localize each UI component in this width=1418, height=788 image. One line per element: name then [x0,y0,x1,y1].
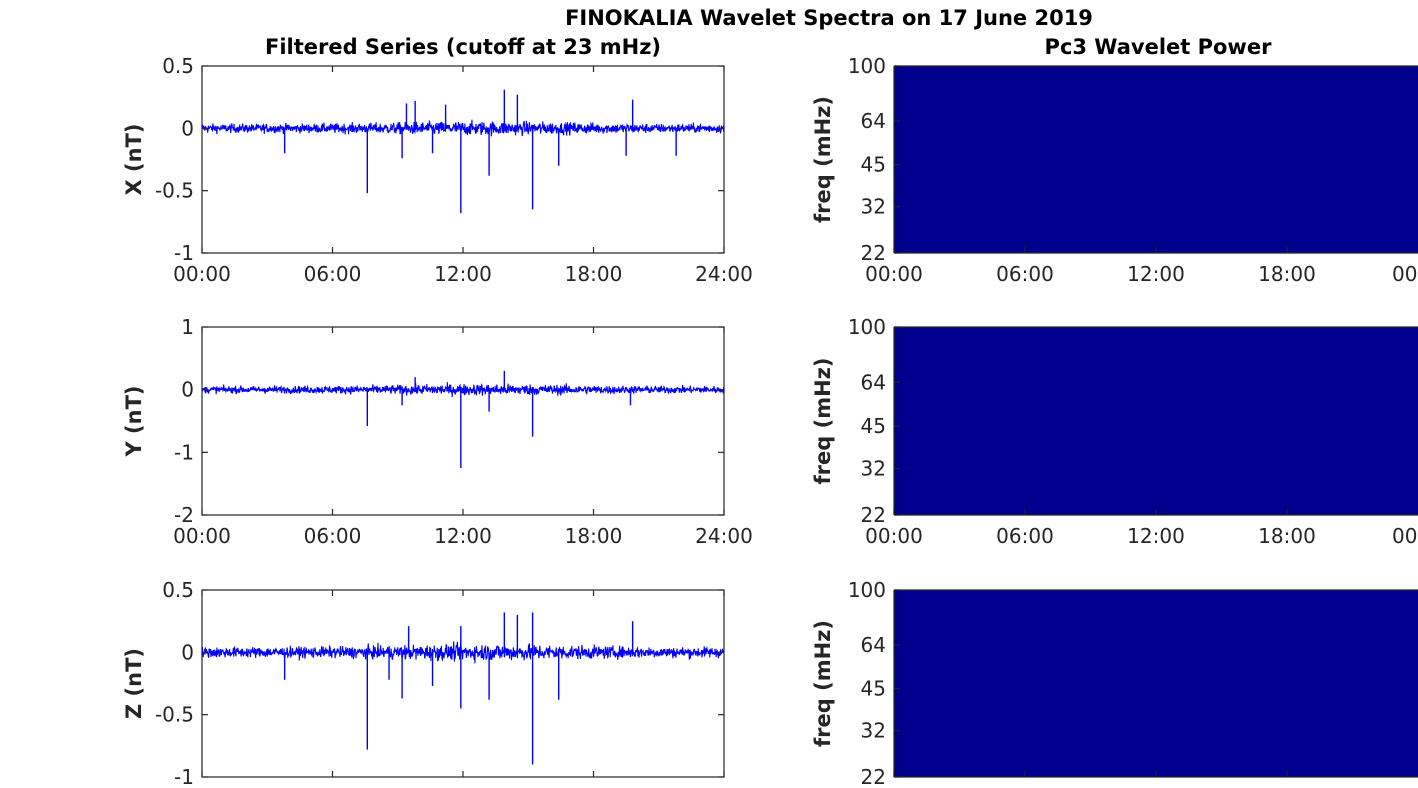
y-tick-label: 64 [861,633,886,657]
wavelet-power-map [894,590,1418,777]
y-tick-label: -0.5 [155,179,194,203]
x-tick-label: 00:00 [173,262,231,286]
series-line-x [201,119,725,137]
y-tick-label: 22 [861,503,886,527]
axes-box [201,589,725,778]
x-tick-label: 24:00 [695,262,753,286]
axes-box [201,326,725,516]
y-tick-label: -1 [174,440,194,464]
y-tick-label: 0 [181,640,194,664]
left-column-title: Filtered Series (cutoff at 23 mHz) [265,35,661,59]
x-tick-label: 06:00 [996,524,1054,548]
x-tick-label: 00:00 [865,262,923,286]
y-tick-label: 22 [861,765,886,788]
x-tick-label: 24:00 [695,524,753,548]
y-tick-label: -1 [174,241,194,265]
y-tick-label: 64 [861,109,886,133]
y-axis-label: Z (nT) [122,648,146,719]
y-axis-label: Y (nT) [122,386,146,458]
x-tick-label: 12:00 [1127,524,1185,548]
y-tick-label: -1 [174,765,194,788]
y-tick-label: 32 [861,719,886,743]
y-tick-label: 1 [181,315,194,339]
y-tick-label: -2 [174,503,194,527]
y-tick-label: 0 [181,116,194,140]
y-tick-label: 100 [848,578,886,602]
axes-box [201,65,725,254]
x-tick-label: 06:00 [304,524,362,548]
y-tick-label: 32 [861,195,886,219]
x-tick-label: 00 [1392,262,1417,286]
y-tick-label: 0.5 [162,54,194,78]
series-line-z [201,641,725,664]
x-tick-label: 00 [1392,524,1417,548]
series-line-y [201,382,725,398]
y-tick-label: 0.5 [162,578,194,602]
y-tick-label: 64 [861,370,886,394]
wavelet-z-panel: 22 32 45 64 100 freq (mHz) [811,578,1418,788]
x-tick-label: 00:00 [865,524,923,548]
x-tick-label: 06:00 [304,262,362,286]
y-tick-label: 100 [848,315,886,339]
wavelet-x-panel: 22 32 45 64 100 00:00 06:00 12:00 18:00 00 freq (m… [811,54,1418,286]
y-tick-label: 32 [861,456,886,480]
y-tick-label: 0 [181,378,194,402]
x-tick-label: 00:00 [173,524,231,548]
y-tick-label: -0.5 [155,703,194,727]
timeseries-x-panel: -1 -0.5 0 0.5 00:00 06:00 12:00 18:00 24:00 X (nT… [122,54,753,286]
right-column-title: Pc3 Wavelet Power [1045,35,1273,59]
figure-title: FINOKALIA Wavelet Spectra on 17 June 201… [565,6,1093,30]
y-tick-label: 45 [861,677,886,701]
x-tick-label: 18:00 [565,262,623,286]
x-tick-label: 12:00 [434,524,492,548]
x-tick-label: 18:00 [565,524,623,548]
y-tick-label: 100 [848,54,886,78]
x-tick-label: 12:00 [434,262,492,286]
y-tick-label: 45 [861,153,886,177]
y-tick-label: 22 [861,241,886,265]
x-tick-label: 18:00 [1258,524,1316,548]
x-tick-label: 12:00 [1127,262,1185,286]
y-axis-label: X (nT) [122,124,146,196]
y-axis-label: freq (mHz) [811,620,835,747]
y-tick-label: 45 [861,414,886,438]
x-tick-label: 18:00 [1258,262,1316,286]
y-axis-label: freq (mHz) [811,358,835,485]
timeseries-y-panel: -2 -1 0 1 00:00 06:00 12:00 18:00 24:00 Y (nT) [122,315,753,548]
x-tick-label: 06:00 [996,262,1054,286]
timeseries-z-panel: -1 -0.5 0 0.5 Z (nT) [122,578,725,788]
y-axis-label: freq (mHz) [811,96,835,223]
wavelet-y-panel: 22 32 45 64 100 00:00 06:00 12:00 18:00 00 freq (m… [811,315,1418,548]
wavelet-power-map [894,66,1418,253]
wavelet-power-map [894,327,1418,515]
